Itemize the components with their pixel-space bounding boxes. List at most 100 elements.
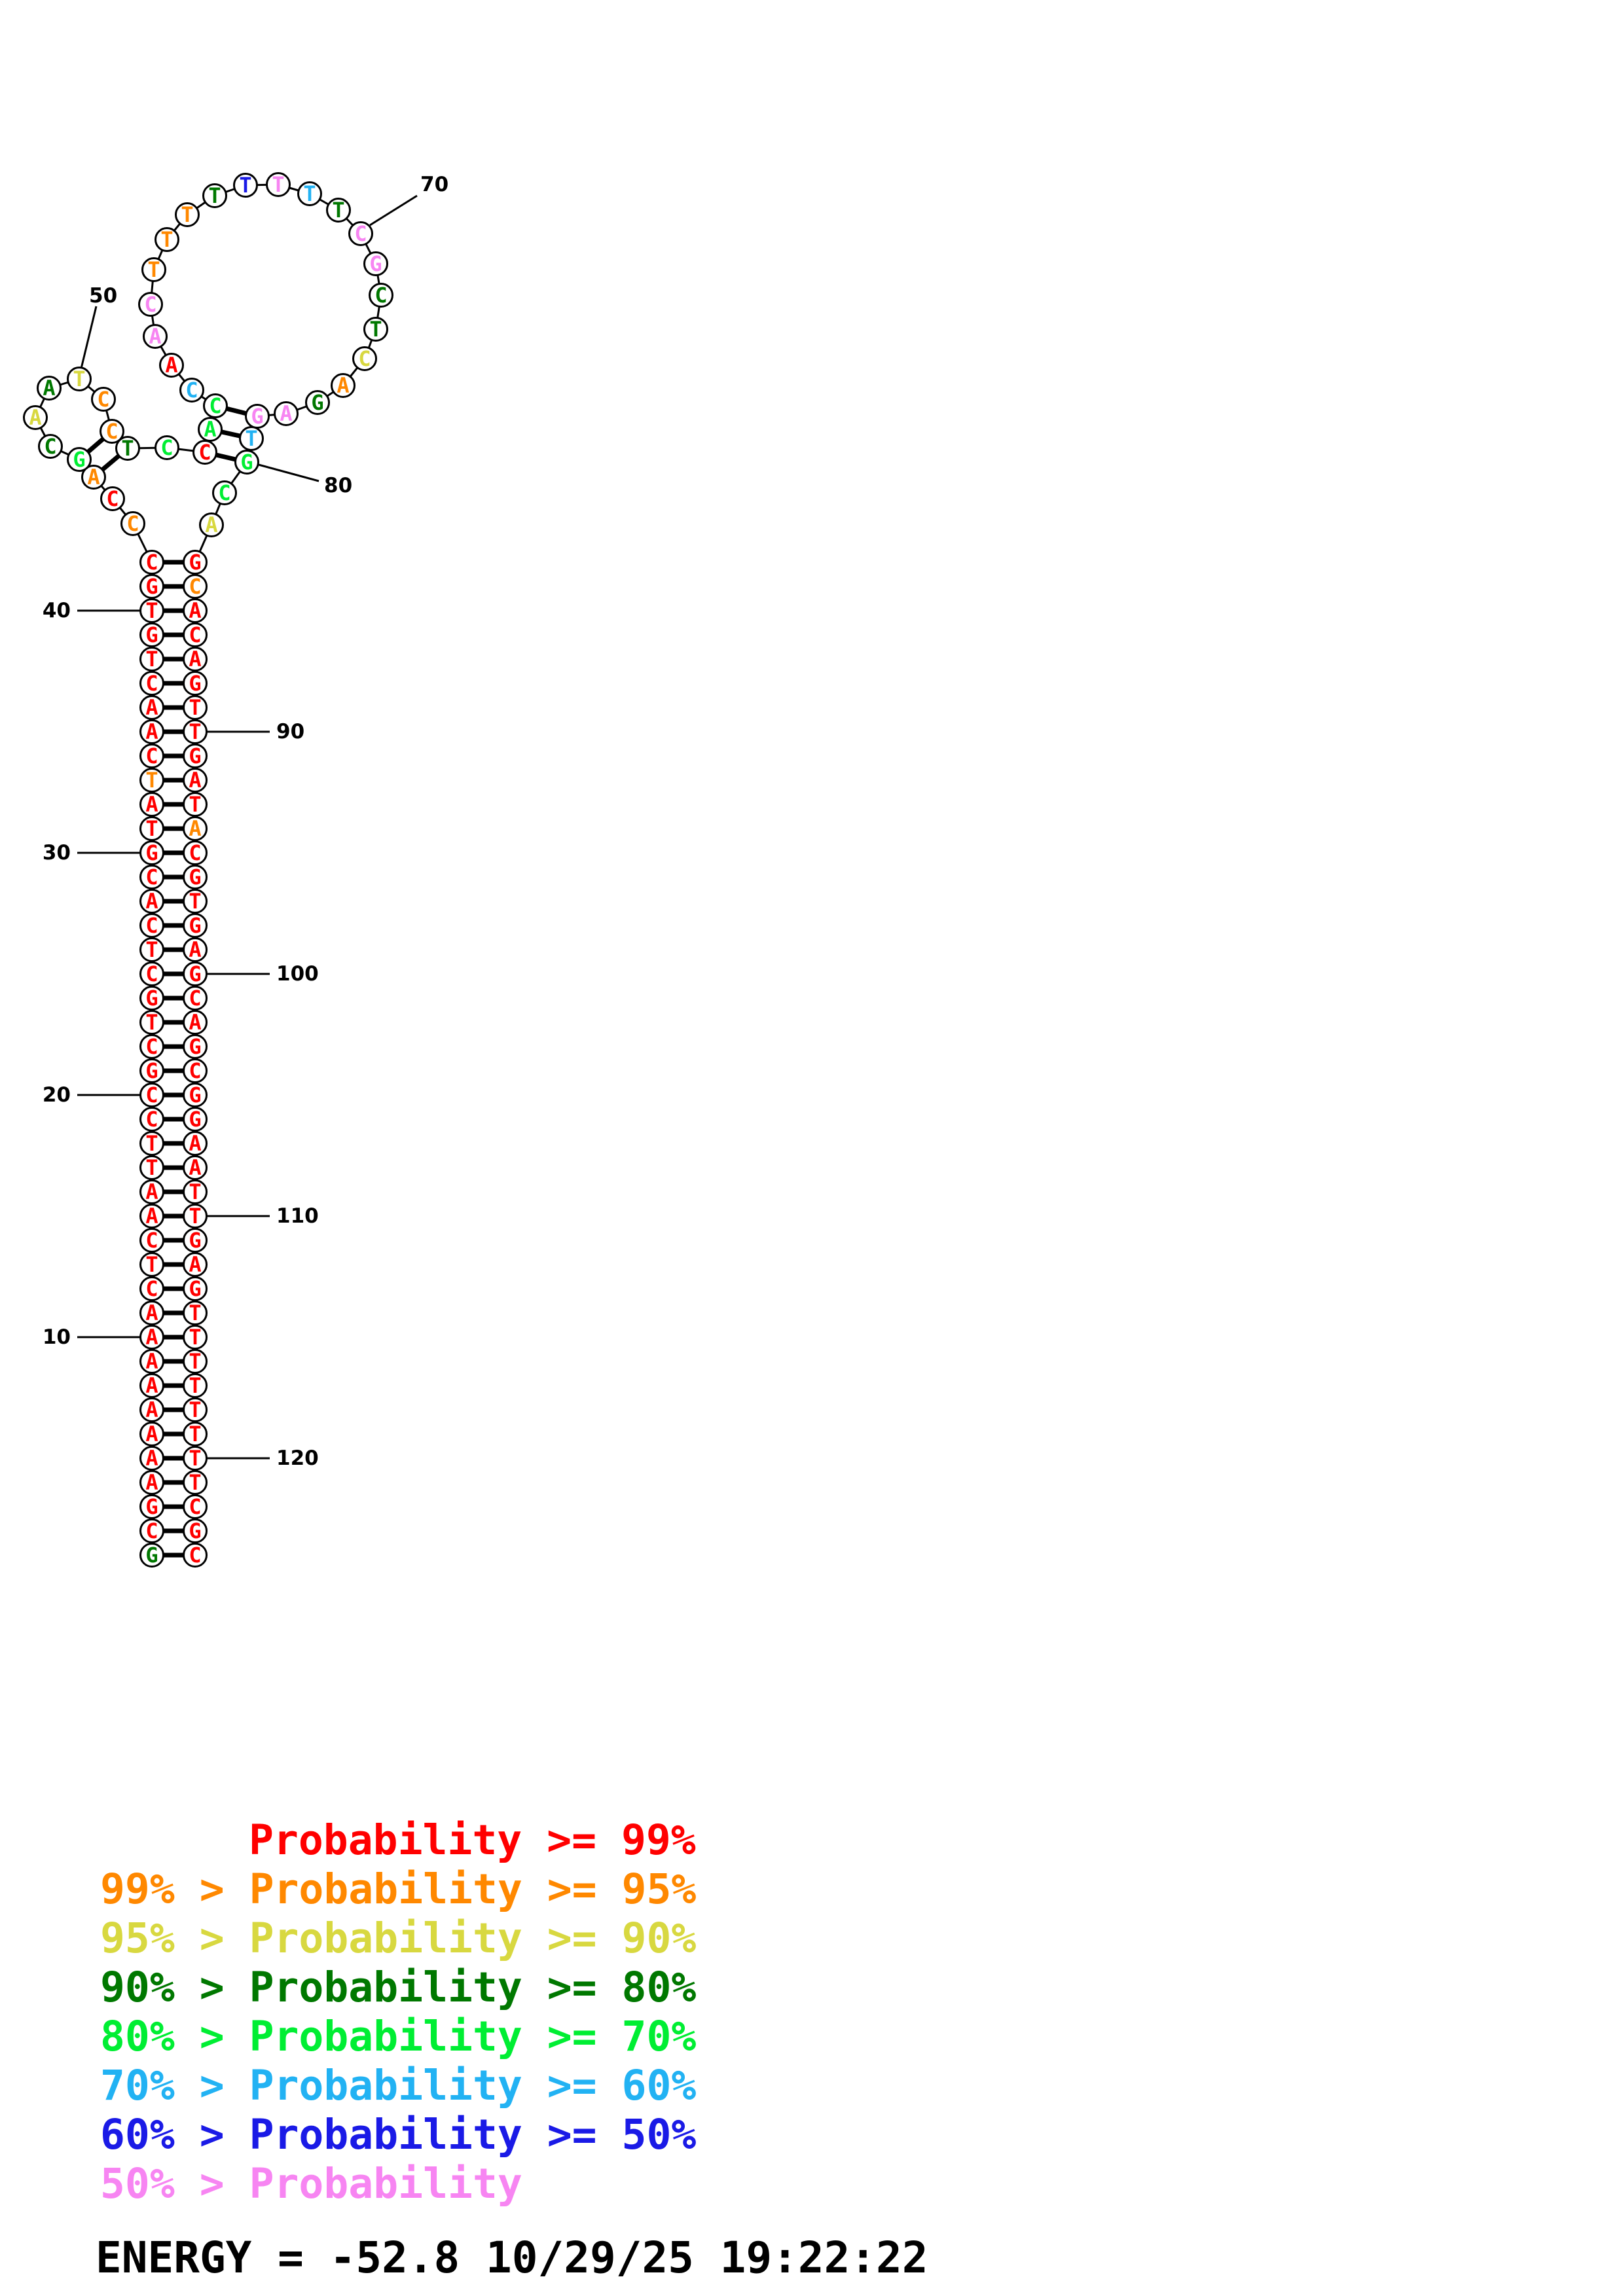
nucleotide-circle [139, 1325, 164, 1350]
nucleotide-letter: T [145, 768, 158, 793]
nucleotide-46: G [67, 447, 92, 472]
label-text: 40 [43, 599, 71, 622]
nucleotide-53: T [115, 436, 140, 461]
nucleotide-circle [67, 367, 92, 391]
nucleotide-circle [183, 598, 208, 623]
nucleotide-letter: T [189, 1422, 201, 1446]
nucleotide-letter: T [189, 1300, 201, 1325]
probability-legend: Probability >= 99% 99% > Probability >= … [100, 1816, 696, 2208]
legend-row-p70: 80% > Probability >= 70% [100, 2013, 696, 2060]
nucleotide-circle [183, 1543, 208, 1568]
nucleotide-110: T [183, 1204, 208, 1229]
nucleotide-letter: A [189, 1252, 201, 1277]
nucleotide-circle [139, 913, 164, 938]
nucleotide-circle [369, 283, 393, 308]
nucleotide-circle [183, 1252, 208, 1277]
nucleotide-55: C [192, 440, 217, 465]
label-text: 20 [43, 1083, 71, 1107]
nucleotide-circle [100, 486, 125, 511]
nucleotide-letter: G [189, 913, 201, 938]
nucleotide-108: A [183, 1155, 208, 1180]
nucleotide-circle [38, 434, 63, 459]
nucleotide-letter: A [145, 1204, 158, 1229]
nucleotide-letter: A [145, 719, 158, 744]
nucleotide-letter: T [303, 181, 316, 206]
base-pairs [77, 403, 258, 1558]
nucleotide-letter: T [145, 1131, 158, 1156]
label-text: 120 [276, 1446, 319, 1470]
nucleotide-letter: T [145, 598, 158, 623]
nucleotide-circle [139, 1155, 164, 1180]
nucleotide-116: T [183, 1349, 208, 1374]
nucleotide-letter: T [239, 173, 251, 198]
nucleotide-letter: T [145, 1010, 158, 1035]
nucleotide-72: C [369, 283, 393, 308]
nucleotide-circle [115, 436, 140, 461]
nucleotide-letter: C [354, 221, 367, 246]
nucleotide-letter: C [189, 1058, 201, 1083]
nucleotide-circle [139, 792, 164, 817]
nucleotide-37: C [139, 671, 164, 696]
nucleotide-58: C [179, 378, 204, 403]
nucleotide-6: A [139, 1422, 164, 1446]
nucleotide-circle [266, 172, 291, 197]
nucleotide-69: T [326, 198, 351, 223]
nucleotide-letter: G [189, 1276, 201, 1301]
nucleotide-82: A [199, 512, 224, 537]
nucleotide-27: C [139, 913, 164, 938]
nucleotide-circle [183, 816, 208, 841]
nucleotide-circle [139, 986, 164, 1011]
nucleotide-67: T [266, 172, 291, 197]
nucleotide-83: G [183, 550, 208, 575]
nucleotide-letter: T [369, 317, 382, 342]
nucleotide-letter: T [332, 198, 344, 223]
label-text: 10 [43, 1325, 71, 1349]
nucleotide-64: T [175, 202, 200, 227]
nucleotide-circle [183, 792, 208, 817]
nucleotide-circle [37, 376, 62, 401]
nucleotide-57: C [203, 393, 228, 418]
backbone [34, 183, 382, 1555]
nucleotide-letter: C [189, 986, 201, 1011]
nucleotide-circle [183, 889, 208, 914]
nucleotide-circle [234, 450, 259, 475]
nucleotide-111: G [183, 1228, 208, 1253]
nucleotide-letter: A [149, 324, 161, 349]
nucleotide-letter: G [189, 1107, 201, 1132]
nucleotide-circle [139, 1446, 164, 1471]
nucleotide-120: T [183, 1446, 208, 1471]
position-label-120: 120 [206, 1446, 319, 1470]
legend-row-p99: Probability >= 99% [249, 1816, 696, 1864]
position-label-80: 80 [258, 463, 352, 497]
label-text: 30 [43, 841, 71, 865]
nucleotide-letter: C [145, 1107, 158, 1132]
nucleotide-106: G [183, 1107, 208, 1132]
nucleotide-52: C [100, 419, 124, 444]
nucleotide-letter: T [145, 647, 158, 672]
nucleotide-circle [139, 671, 164, 696]
nucleotide-circle [139, 961, 164, 986]
nucleotide-letter: T [147, 257, 160, 282]
nucleotide-letter: C [374, 283, 387, 308]
nucleotide-48: A [23, 405, 48, 430]
nucleotide-letter: T [73, 367, 85, 391]
nucleotide-59: A [159, 353, 184, 378]
nucleotide-letter: A [43, 376, 55, 401]
nucleotide-letter: G [189, 671, 201, 696]
nucleotide-letter: C [144, 292, 156, 317]
nucleotide-letter: G [189, 550, 201, 575]
nucleotide-circle [239, 426, 264, 451]
nucleotide-letter: A [87, 465, 100, 490]
nucleotide-letter: G [145, 622, 158, 647]
nucleotide-letter: G [311, 390, 323, 415]
label-line [369, 194, 418, 226]
nucleotide-93: T [183, 792, 208, 817]
label-line [258, 463, 319, 482]
nucleotide-letter: C [145, 1276, 158, 1301]
nucleotide-circle [363, 317, 388, 342]
nucleotide-letter: G [240, 450, 253, 475]
nucleotide-1: G [139, 1543, 164, 1568]
nucleotide-84: C [183, 574, 208, 599]
nucleotide-85: A [183, 598, 208, 623]
